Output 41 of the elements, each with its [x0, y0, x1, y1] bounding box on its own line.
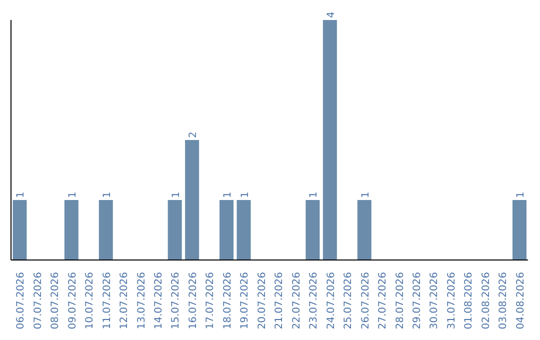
x-tick-label: 25.07.2026: [343, 272, 354, 330]
x-tick-label: 26.07.2026: [360, 272, 372, 330]
data-label: 1: [16, 192, 27, 198]
data-label: 1: [170, 192, 182, 198]
x-tick-label: 14.07.2026: [153, 272, 164, 330]
data-label: 2: [188, 132, 200, 138]
x-tick-label: 08.07.2026: [50, 272, 62, 330]
data-label: 4: [326, 12, 337, 18]
x-tick-label: 31.07.2026: [446, 272, 458, 330]
x-tick-label: 06.07.2026: [16, 272, 27, 330]
x-tick-label: 23.07.2026: [308, 272, 320, 330]
x-tick-label: 16.07.2026: [188, 272, 199, 330]
x-tick-label: 17.07.2026: [205, 272, 216, 330]
x-tick-label: 07.07.2026: [32, 272, 44, 330]
x-tick-label: 18.07.2026: [222, 272, 234, 330]
x-tick-label: 12.07.2026: [119, 272, 130, 330]
x-tick-label: 13.07.2026: [136, 272, 148, 330]
data-label: 1: [308, 192, 320, 198]
x-tick-label: 11.07.2026: [102, 272, 113, 330]
data-label: 1: [360, 192, 372, 198]
x-tick-label: 02.08.2026: [480, 272, 492, 330]
x-tick-label: 19.07.2026: [240, 272, 251, 330]
x-tick-label: 03.08.2026: [498, 272, 510, 330]
x-tick-label: 24.07.2026: [326, 272, 337, 330]
x-tick-label: 15.07.2026: [170, 272, 182, 330]
x-tick-label: 27.07.2026: [378, 272, 389, 330]
x-tick-label: 21.07.2026: [274, 272, 286, 330]
x-tick-label: 10.07.2026: [84, 272, 96, 330]
data-label: 1: [222, 192, 234, 198]
data-label: 1: [102, 192, 113, 198]
x-tick-label: 04.08.2026: [515, 272, 526, 330]
x-tick-label: 22.07.2026: [291, 272, 302, 330]
x-tick-label: 30.07.2026: [429, 272, 440, 330]
data-label: 1: [515, 192, 526, 198]
data-label: 1: [67, 192, 78, 198]
x-tick-label: 01.08.2026: [464, 272, 475, 330]
data-label: 1: [240, 192, 251, 198]
x-tick-label: 20.07.2026: [256, 272, 268, 330]
x-tick-label: 28.07.2026: [394, 272, 406, 330]
x-tick-label: 09.07.2026: [67, 272, 78, 330]
x-tick-label: 29.07.2026: [412, 272, 423, 330]
